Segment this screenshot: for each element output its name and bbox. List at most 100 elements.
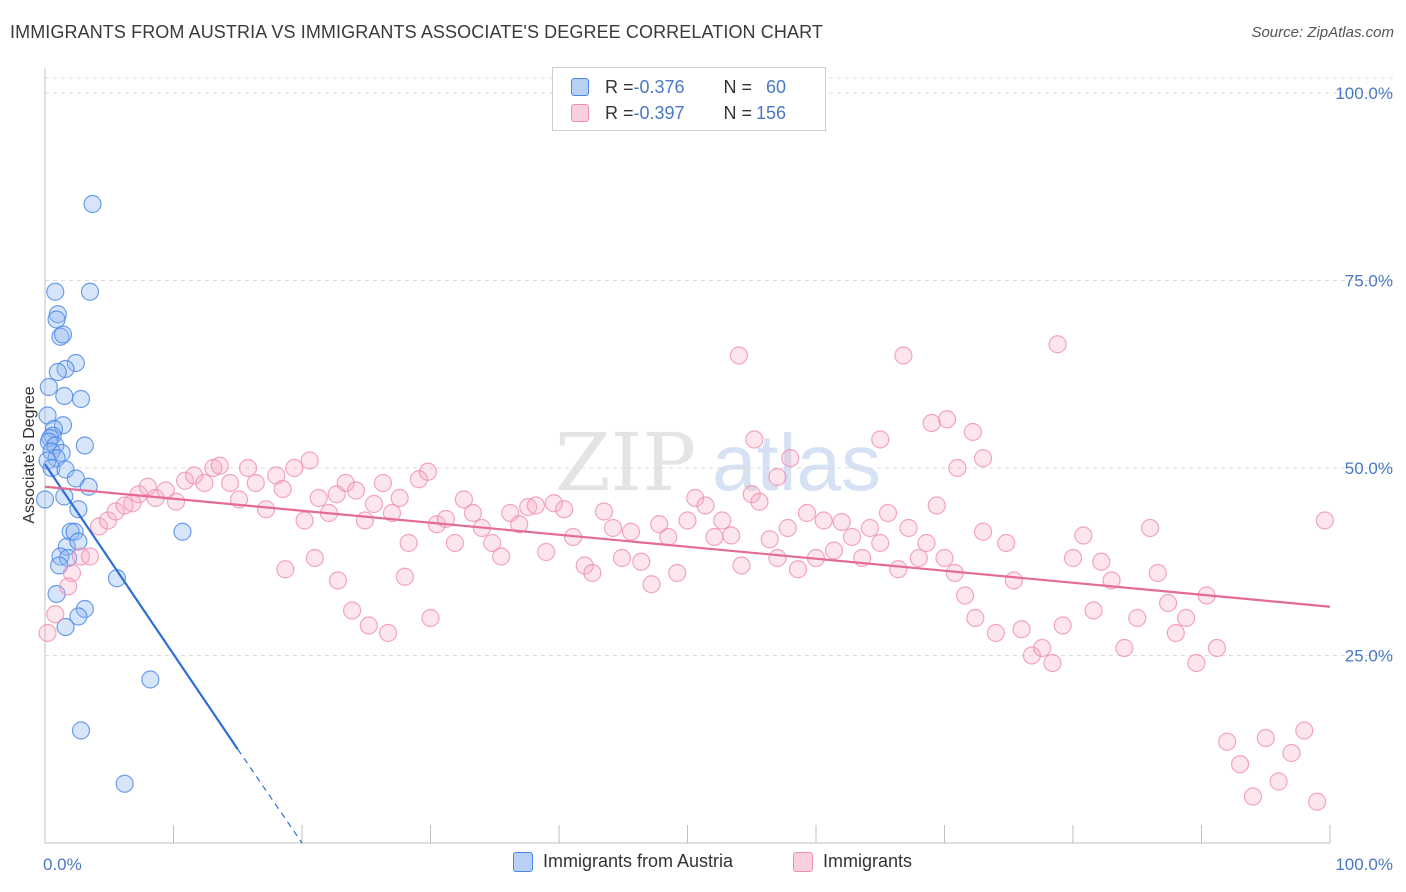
point-immigrants <box>1102 571 1121 590</box>
point-immigrants <box>650 515 669 534</box>
point-immigrants <box>935 548 954 568</box>
point-immigrants <box>1269 772 1288 791</box>
legend-n-value: 60 <box>766 76 787 97</box>
point-immigrants <box>544 494 563 513</box>
point-immigrants <box>594 502 614 521</box>
point-immigrants <box>860 518 880 538</box>
point-immigrants <box>359 616 378 635</box>
point-immigrants <box>1256 728 1275 748</box>
point-immigrants <box>696 496 715 515</box>
point-immigrants <box>713 511 732 530</box>
point-austria <box>48 362 67 382</box>
point-immigrants <box>1176 608 1196 628</box>
point-immigrants <box>175 471 195 490</box>
point-immigrants <box>399 533 418 553</box>
point-immigrants <box>195 473 214 493</box>
y-tick-label: 50.0% <box>1345 459 1393 478</box>
point-immigrants <box>46 605 65 624</box>
watermark-zip: ZIP <box>555 416 696 509</box>
point-immigrants <box>937 410 957 429</box>
point-immigrants <box>955 586 975 605</box>
point-immigrants <box>1033 638 1052 658</box>
legend-n-value: 156 <box>756 102 787 123</box>
series-legend-immigrants: Immigrants <box>793 851 912 872</box>
point-austria <box>83 194 102 214</box>
point-immigrants <box>343 601 362 620</box>
point-immigrants <box>246 473 265 493</box>
gridlines <box>45 77 1393 656</box>
point-immigrants <box>273 479 292 499</box>
series-swatch-immigrants <box>793 851 813 872</box>
chart-title: IMMIGRANTS FROM AUSTRIA VS IMMIGRANTS AS… <box>10 22 823 42</box>
point-immigrants <box>889 560 908 579</box>
point-immigrants <box>1128 608 1147 628</box>
legend-row-immigrants: R = -0.397 N = 156 <box>571 102 786 124</box>
point-immigrants <box>948 458 967 478</box>
point-immigrants <box>390 488 409 508</box>
point-immigrants <box>378 623 398 643</box>
point-immigrants <box>927 496 946 515</box>
point-immigrants <box>519 497 538 517</box>
point-immigrants <box>760 530 779 549</box>
point-immigrants <box>1187 653 1206 673</box>
point-immigrants <box>421 608 440 628</box>
legend-swatch-austria <box>571 78 589 96</box>
point-immigrants <box>583 563 602 583</box>
point-immigrants <box>238 458 258 478</box>
point-immigrants <box>922 413 941 433</box>
point-immigrants <box>1282 743 1301 763</box>
point-immigrants <box>1043 653 1062 673</box>
point-immigrants <box>483 533 502 553</box>
point-immigrants <box>295 511 314 530</box>
point-immigrants <box>678 511 697 530</box>
y-tick-label: 25.0% <box>1345 647 1393 666</box>
point-immigrants <box>1207 638 1227 658</box>
point-austria <box>66 469 85 488</box>
point-immigrants <box>1148 563 1167 583</box>
point-immigrants <box>309 488 328 508</box>
tick-labels: 25.0% 50.0% 75.0% 100.0% 0.0% 100.0% <box>43 84 1393 874</box>
point-immigrants <box>1004 571 1023 590</box>
legend-row-austria: R = -0.376 N = 60 <box>571 76 786 98</box>
series-legend-austria: Immigrants from Austria <box>513 851 733 872</box>
point-austria <box>65 522 84 541</box>
point-immigrants <box>832 512 851 532</box>
point-immigrants <box>492 547 511 566</box>
trend-line-immigrants <box>44 485 1331 608</box>
point-immigrants <box>1218 732 1237 751</box>
point-immigrants <box>894 346 913 365</box>
point-austria <box>75 436 94 455</box>
point-immigrants <box>642 575 661 594</box>
point-immigrants <box>526 496 545 515</box>
point-austria <box>39 377 58 397</box>
point-austria <box>115 774 134 793</box>
point-immigrants <box>997 533 1016 553</box>
data-points <box>35 194 1334 811</box>
point-immigrants <box>1308 792 1327 811</box>
point-immigrants <box>632 552 651 571</box>
point-immigrants <box>382 503 402 523</box>
series-label-austria: Immigrants from Austria <box>543 851 734 871</box>
point-immigrants <box>1295 721 1314 740</box>
point-austria <box>56 617 75 637</box>
legend-n-label: N = <box>723 102 753 123</box>
point-immigrants <box>778 518 797 538</box>
point-immigrants <box>575 556 594 575</box>
point-immigrants <box>973 522 993 541</box>
watermark: ZIP atlas <box>555 416 881 509</box>
point-immigrants <box>59 577 78 596</box>
point-immigrants <box>373 473 393 493</box>
trend-lines <box>44 463 1331 844</box>
point-immigrants <box>1140 518 1160 538</box>
point-immigrants <box>1063 548 1083 568</box>
point-austria <box>47 310 66 329</box>
legend-r-label: R = <box>605 102 634 123</box>
point-austria <box>80 282 100 301</box>
point-immigrants <box>612 548 632 568</box>
point-immigrants <box>1166 623 1185 643</box>
point-immigrants <box>364 494 384 514</box>
legend-r-label: R = <box>605 76 634 97</box>
point-immigrants <box>659 527 678 547</box>
point-austria <box>53 325 73 344</box>
